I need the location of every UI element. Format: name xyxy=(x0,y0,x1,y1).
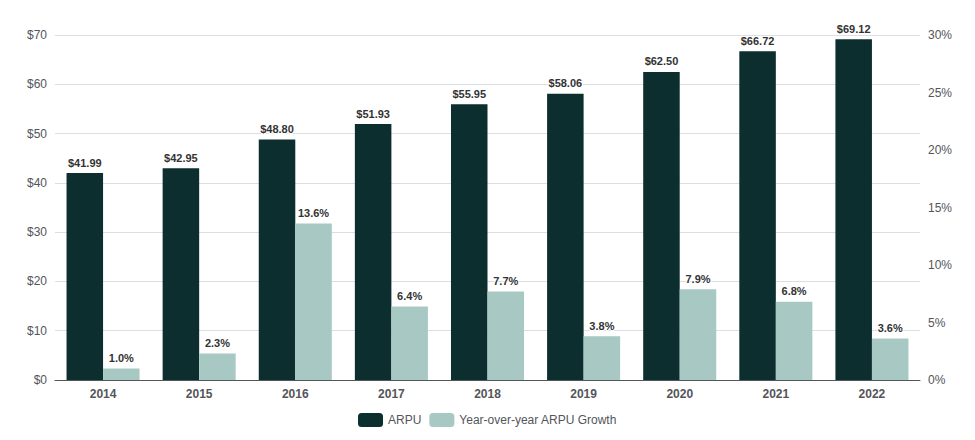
svg-text:13.6%: 13.6% xyxy=(298,207,329,219)
svg-text:30%: 30% xyxy=(928,28,952,42)
svg-text:Year-over-year ARPU Growth: Year-over-year ARPU Growth xyxy=(459,413,616,427)
svg-text:$40: $40 xyxy=(27,176,47,190)
svg-text:$42.95: $42.95 xyxy=(164,152,198,164)
svg-text:$60: $60 xyxy=(27,77,47,91)
svg-text:1.0%: 1.0% xyxy=(109,352,134,364)
svg-text:0%: 0% xyxy=(928,373,946,387)
svg-text:2022: 2022 xyxy=(859,387,886,401)
svg-text:6.8%: 6.8% xyxy=(782,285,807,297)
svg-text:3.6%: 3.6% xyxy=(878,322,903,334)
svg-text:2019: 2019 xyxy=(570,387,597,401)
svg-text:$69.12: $69.12 xyxy=(837,23,871,35)
svg-text:2017: 2017 xyxy=(378,387,405,401)
svg-text:$20: $20 xyxy=(27,274,47,288)
svg-text:15%: 15% xyxy=(928,201,952,215)
svg-text:2018: 2018 xyxy=(474,387,501,401)
svg-text:$41.99: $41.99 xyxy=(68,157,102,169)
svg-text:2.3%: 2.3% xyxy=(205,337,230,349)
svg-text:ARPU: ARPU xyxy=(388,413,421,427)
svg-text:$70: $70 xyxy=(27,28,47,42)
svg-text:$62.50: $62.50 xyxy=(645,55,679,67)
svg-text:25%: 25% xyxy=(928,86,952,100)
svg-text:$50: $50 xyxy=(27,127,47,141)
svg-text:$58.06: $58.06 xyxy=(549,77,583,89)
svg-text:2016: 2016 xyxy=(282,387,309,401)
svg-text:$0: $0 xyxy=(34,373,48,387)
svg-text:$51.93: $51.93 xyxy=(356,108,390,120)
svg-text:2020: 2020 xyxy=(666,387,693,401)
svg-text:7.7%: 7.7% xyxy=(493,275,518,287)
svg-text:$55.95: $55.95 xyxy=(452,88,486,100)
svg-text:$30: $30 xyxy=(27,225,47,239)
svg-text:$10: $10 xyxy=(27,324,47,338)
svg-text:6.4%: 6.4% xyxy=(397,290,422,302)
svg-text:$48.80: $48.80 xyxy=(260,123,294,135)
svg-text:2014: 2014 xyxy=(90,387,117,401)
svg-text:3.8%: 3.8% xyxy=(589,320,614,332)
svg-text:20%: 20% xyxy=(928,143,952,157)
svg-text:10%: 10% xyxy=(928,258,952,272)
svg-text:$66.72: $66.72 xyxy=(741,35,775,47)
svg-text:2021: 2021 xyxy=(762,387,789,401)
svg-text:7.9%: 7.9% xyxy=(685,273,710,285)
svg-text:2015: 2015 xyxy=(186,387,213,401)
svg-text:5%: 5% xyxy=(928,316,946,330)
